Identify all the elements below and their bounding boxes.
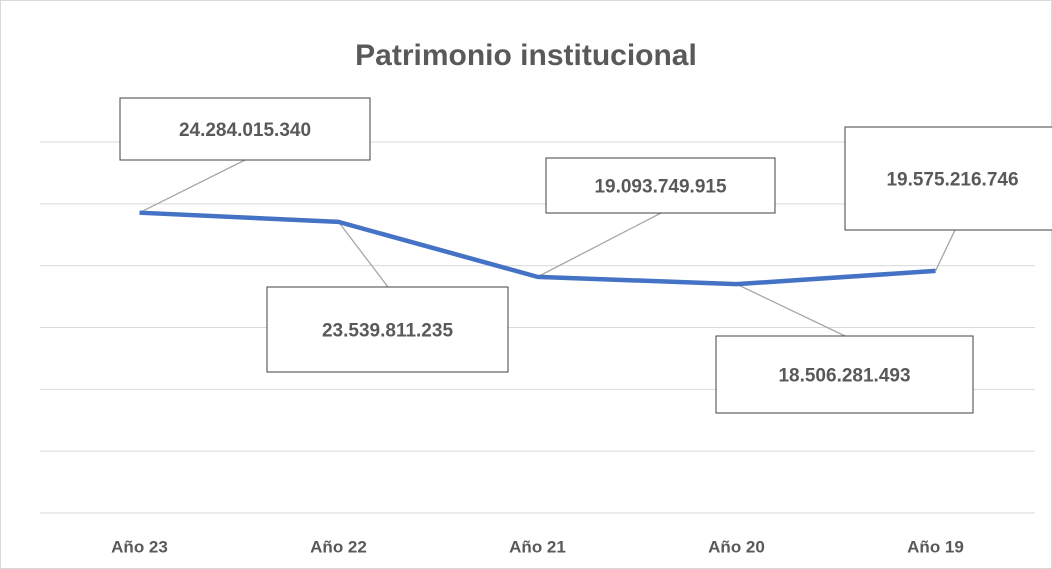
label-box xyxy=(119,97,371,161)
data-label: 23.539.811.235 xyxy=(322,321,453,342)
data-label: 19.575.216.746 xyxy=(886,170,1018,191)
leader-line xyxy=(139,159,246,214)
label-box xyxy=(545,157,776,214)
x-tick-label: Año 22 xyxy=(310,537,367,556)
data-label: 19.093.749.915 xyxy=(594,177,727,198)
leader-line xyxy=(537,212,662,278)
data-label: 18.506.281.493 xyxy=(778,366,910,387)
x-tick-label: Año 20 xyxy=(708,537,765,556)
chart-title: Patrimonio institucional xyxy=(355,39,697,72)
x-tick-label: Año 23 xyxy=(111,537,168,556)
label-box xyxy=(715,335,974,414)
data-line xyxy=(139,210,936,287)
x-tick-label: Año 19 xyxy=(907,537,964,556)
leader-line xyxy=(934,229,956,272)
x-tick-label: Año 21 xyxy=(509,537,566,556)
leader-line xyxy=(337,221,389,288)
label-box xyxy=(844,126,1052,231)
data-label: 24.284.015.340 xyxy=(179,120,311,141)
leader-line xyxy=(736,283,846,337)
label-box xyxy=(266,286,509,373)
